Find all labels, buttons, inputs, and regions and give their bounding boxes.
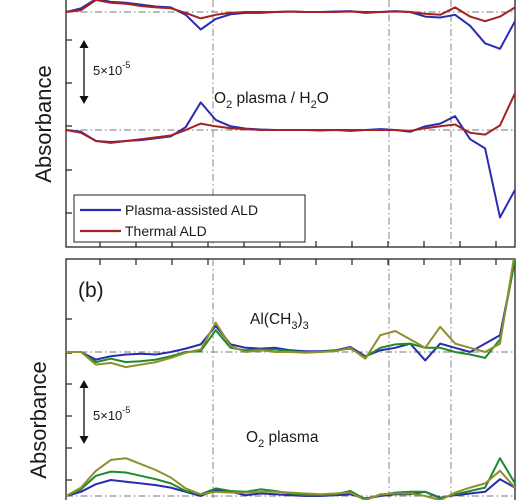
panel-b-frame xyxy=(65,258,516,500)
panel-b-ylabel: Absorbance xyxy=(26,361,51,478)
panel-a-yticks xyxy=(66,39,72,214)
panel-b: (b) Absorbance 5×10-5 Al(CH3)3 O2 plasma xyxy=(26,258,516,500)
panel-b-lines xyxy=(66,259,515,500)
legend-label-plasma: Plasma-assisted ALD xyxy=(125,202,258,218)
panel-a-ylabel: Absorbance xyxy=(31,65,56,182)
panel-b-series-3-lower-trace xyxy=(66,457,515,500)
panel-a-lines xyxy=(66,0,515,219)
panel-a-legend: Plasma-assisted ALD Thermal ALD xyxy=(73,194,306,243)
panel-b-annotation-precursor: Al(CH3)3 xyxy=(250,311,309,332)
panel-b-scale-bar: 5×10-5 xyxy=(79,380,130,444)
panel-a: Absorbance 5×10-5 O2 plasma / H2O Plasma… xyxy=(31,0,516,248)
panel-a-scale-label: 5×10-5 xyxy=(93,60,130,78)
panel-b-series-3-upper-trace xyxy=(66,259,515,369)
panel-b-yticks xyxy=(66,318,72,481)
panel-a-frame xyxy=(65,0,516,248)
panel-b-vertical-guides xyxy=(212,259,452,500)
panel-a-series-2-upper-trace xyxy=(66,0,515,23)
panel-a-series-1-upper-trace xyxy=(66,0,515,50)
panel-b-annotation-plasma: O2 plasma xyxy=(246,429,319,450)
panel-a-baselines xyxy=(66,11,515,131)
panel-b-series-1-upper-trace xyxy=(66,259,515,362)
panel-a-series-2-lower-trace xyxy=(66,92,515,144)
panel-b-xticks-top xyxy=(99,259,497,265)
panel-a-annotation: O2 plasma / H2O xyxy=(214,90,329,111)
panel-b-scale-label: 5×10-5 xyxy=(93,405,130,423)
legend-label-thermal: Thermal ALD xyxy=(125,223,207,239)
panel-b-letter: (b) xyxy=(78,279,104,302)
panel-a-scale-bar: 5×10-5 xyxy=(79,40,130,104)
legend-box xyxy=(73,194,306,243)
